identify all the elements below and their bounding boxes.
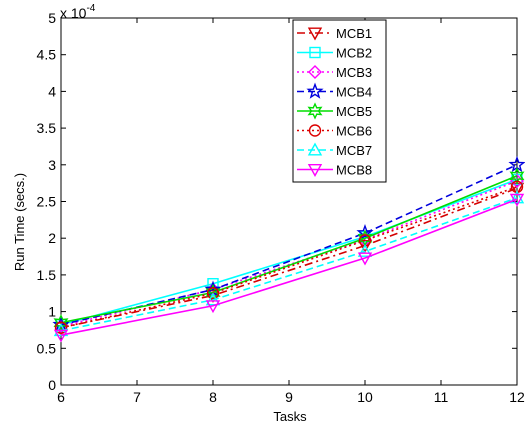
legend-marker: [307, 163, 323, 177]
x-tick-label: 9: [285, 389, 293, 405]
axes: 6 7 8 9 10 11 12 0 0.5 1 1.5 2 2.5 3 3.5 4 4.5 5: [37, 10, 525, 405]
legend-marker: [309, 46, 321, 59]
y-tick-label: 3.5: [37, 120, 57, 136]
data-point-mcb8: [509, 193, 525, 207]
y-tick-label: 2.5: [37, 194, 57, 210]
legend-marker: [308, 65, 322, 79]
data-point-mcb6: [206, 287, 220, 300]
series-line-mcb1: [60, 187, 518, 329]
legend-item-mcb8: MCB8: [297, 163, 372, 178]
data-point-mcb6: [54, 321, 68, 334]
data-point-mcb7: [509, 190, 525, 204]
legend-label: MCB6: [336, 124, 372, 139]
legend-marker: [306, 82, 324, 99]
legend-item-mcb5: MCB5: [297, 102, 372, 120]
series-line-mcb6: [60, 186, 518, 329]
data-point-mcb7: [357, 243, 373, 257]
data-point-mcb5: [509, 167, 525, 185]
series-mcb8: [53, 193, 525, 343]
x-axis-label: Tasks: [273, 409, 307, 424]
legend-item-mcb3: MCB3: [297, 65, 372, 80]
series-line-mcb2: [60, 178, 518, 326]
legend-marker: [307, 142, 323, 156]
legend-label: MCB5: [336, 104, 372, 119]
legend-item-mcb4: MCB4: [297, 82, 372, 100]
x-tick-label: 8: [209, 389, 217, 405]
data-point-mcb8: [357, 252, 373, 266]
data-point-mcb2: [207, 278, 219, 290]
legend-label: MCB8: [336, 163, 372, 178]
data-point-mcb8: [53, 329, 69, 343]
y-tick-label: 3: [48, 157, 56, 173]
legend-item-mcb2: MCB2: [297, 46, 372, 61]
series-line-mcb5: [60, 175, 518, 324]
data-point-mcb4: [356, 224, 374, 241]
x-tick-label: 12: [509, 389, 525, 405]
legend-marker: [307, 102, 323, 120]
data-point-mcb8: [205, 300, 221, 314]
plot-area: [60, 17, 518, 386]
y-tick-label: 4.5: [37, 47, 57, 63]
y-exponent-base: x 10: [60, 5, 87, 21]
legend-item-mcb1: MCB1: [297, 26, 372, 41]
y-tick-label: 2: [48, 230, 56, 246]
y-exponent-power: -4: [86, 3, 95, 14]
x-tick-label: 10: [357, 389, 373, 405]
x-tick-label: 7: [133, 389, 141, 405]
y-tick-label: 0: [48, 377, 56, 393]
legend-label: MCB7: [336, 143, 372, 158]
legend-label: MCB2: [336, 46, 372, 61]
y-tick-label: 0.5: [37, 340, 57, 356]
x-tick-label: 11: [434, 389, 449, 405]
y-axis-label: Run Time (secs.): [12, 173, 27, 271]
legend-label: MCB1: [336, 26, 372, 41]
legend-label: MCB4: [336, 85, 372, 100]
series-layer: [52, 155, 525, 343]
y-exponent-label: x 10-4: [60, 3, 96, 21]
y-tick-label: 1.5: [37, 267, 57, 283]
legend-marker: [307, 27, 323, 41]
series-line-mcb7: [60, 197, 518, 332]
legend-label: MCB3: [336, 65, 372, 80]
data-point-mcb7: [205, 292, 221, 306]
series-mcb6: [54, 180, 524, 334]
y-tick-label: 5: [48, 10, 56, 26]
legend-marker: [308, 124, 322, 137]
y-tick-label: 1: [48, 304, 56, 320]
legend: MCB1 MCB2 MCB3 MCB4 MCB5 MCB6 MCB7 MCB8: [292, 19, 387, 183]
legend-item-mcb7: MCB7: [297, 142, 372, 158]
legend-item-mcb6: MCB6: [297, 124, 372, 139]
series-line-mcb8: [60, 198, 518, 336]
x-tick-label: 6: [57, 389, 65, 405]
y-tick-label: 4: [48, 83, 56, 99]
